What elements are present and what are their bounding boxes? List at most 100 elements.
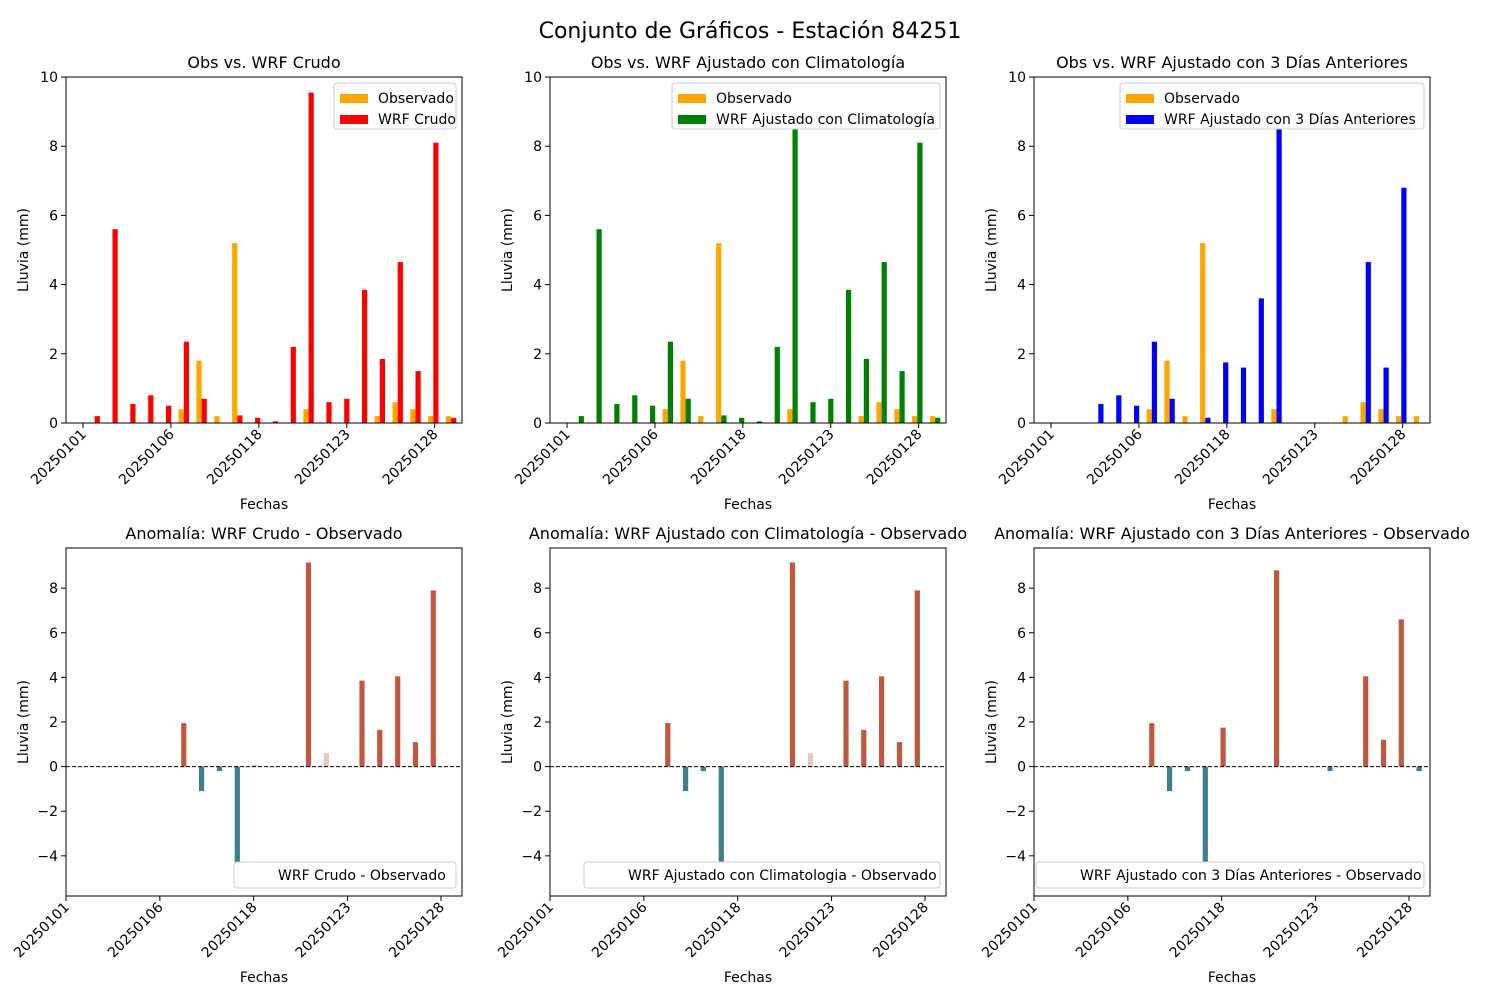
legend-entry: Observado [1164,91,1240,107]
bar-wrf-1 [596,229,602,423]
legend-swatch [1126,115,1154,124]
y-axis-label: Lluvia (mm) [984,208,1000,292]
x-tick-label: 20250106 [116,426,178,488]
bar-wrf-2 [130,404,136,423]
chart-panel-1: 0 2 4 6 8 10 20250101 20250106 20250118 20250123 2… [16,53,463,513]
y-tick-label: 4 [49,670,58,686]
x-tick-label: 20250106 [1084,426,1146,488]
bar-wrf-16 [379,359,385,423]
x-tick-label: 20250101 [28,427,90,489]
bar-wrf-3 [1116,395,1122,423]
bar-wrf-8 [237,415,243,423]
anomaly-bar-20 [1416,766,1422,772]
anomaly-bar-18 [412,742,419,767]
bar-observado-7 [1182,416,1188,423]
x-tick-label: 20250128 [864,427,926,489]
y-tick-label: 8 [533,139,542,155]
anomaly-bar-6 [1167,766,1173,792]
bar-wrf-16 [863,359,869,423]
x-axis-label: Fechas [724,497,772,513]
axes-frame [65,76,463,424]
bar-observado-7 [214,416,220,423]
x-axis-label: Fechas [240,497,288,513]
legend-entry: Observado [378,91,454,107]
bar-wrf-6 [685,398,691,423]
bar-wrf-12 [308,92,314,423]
bar-observado-17 [392,402,398,423]
y-tick-label: −4 [1005,849,1026,865]
bar-observado-8 [716,243,722,423]
bar-wrf-13 [326,402,332,423]
axes-frame [549,76,947,424]
anomaly-bar-9 [1220,727,1226,767]
bar-observado-16 [374,416,380,423]
bar-wrf-17 [397,262,403,423]
anomaly-bar-7 [700,766,706,772]
anomaly-bar-13 [323,753,329,767]
x-tick-label: 20250123 [1261,900,1323,962]
x-tick-label: 20250101 [11,900,73,962]
anomaly-bar-5 [665,723,671,767]
y-tick-label: 10 [524,70,542,86]
y-tick-label: −2 [1005,804,1026,820]
bar-observado-5 [178,409,184,423]
anomaly-bar-18 [896,742,903,767]
y-axis-label: Lluvia (mm) [16,680,32,764]
legend-entry: Observado [716,91,792,107]
bar-wrf-20 [935,417,941,423]
bar-observado-12 [787,409,793,423]
anomaly-bar-7 [1184,766,1191,772]
x-tick-label: 20250106 [600,426,662,488]
y-tick-label: 6 [533,208,542,224]
legend-box [1119,82,1425,130]
bar-wrf-18 [1383,367,1389,423]
y-tick-label: 0 [49,760,58,776]
bar-observado-19 [912,416,918,423]
y-tick-label: 8 [49,581,58,597]
bar-wrf-12 [1276,104,1282,423]
x-tick-label: 20250118 [688,427,750,489]
anomaly-bar-17 [1363,676,1369,767]
bar-observado-18 [410,409,416,423]
anomaly-bar-15 [359,680,365,767]
bar-observado-5 [662,409,668,423]
bar-wrf-4 [166,405,172,423]
x-tick-label: 20250101 [512,427,574,489]
bar-wrf-11 [290,346,296,423]
anomaly-bar-8 [1202,766,1208,867]
bar-observado-7 [698,416,704,423]
x-tick-label: 20250123 [293,900,355,962]
legend-swatch [678,115,706,124]
axes-frame [549,547,947,897]
bar-observado-17 [1360,402,1366,423]
x-tick-label: 20250128 [870,900,932,962]
anomaly-bar-15 [843,680,849,767]
x-tick-label: 20250128 [386,900,448,962]
legend-box [671,82,941,130]
anomaly-bar-12 [789,562,796,767]
bar-observado-20 [1413,416,1420,423]
y-axis-label: Lluvia (mm) [16,208,32,292]
bar-observado-12 [303,409,309,423]
legend-swatch [678,94,706,103]
legend-swatch [1126,94,1154,103]
legend-entry: WRF Ajustado con Climatologia - Observad… [628,868,937,884]
legend-entry: WRF Crudo [378,112,456,128]
anomaly-bar-15 [1327,766,1333,772]
y-tick-label: 6 [49,208,58,224]
anomaly-bar-17 [395,676,401,767]
bar-wrf-3 [148,395,154,423]
y-tick-label: 0 [1017,416,1026,432]
anomaly-bar-5 [1149,723,1155,767]
bar-wrf-3 [632,395,638,423]
y-axis-label: Lluvia (mm) [984,680,1000,764]
legend-box [1035,861,1425,889]
bar-wrf-10 [756,421,763,423]
anomaly-bar-9 [252,764,258,767]
x-tick-label: 20250118 [1172,427,1234,489]
bar-observado-20 [445,416,452,423]
x-tick-label: 20250123 [777,900,839,962]
bar-wrf-15 [362,289,368,423]
anomaly-bar-7 [216,766,222,772]
